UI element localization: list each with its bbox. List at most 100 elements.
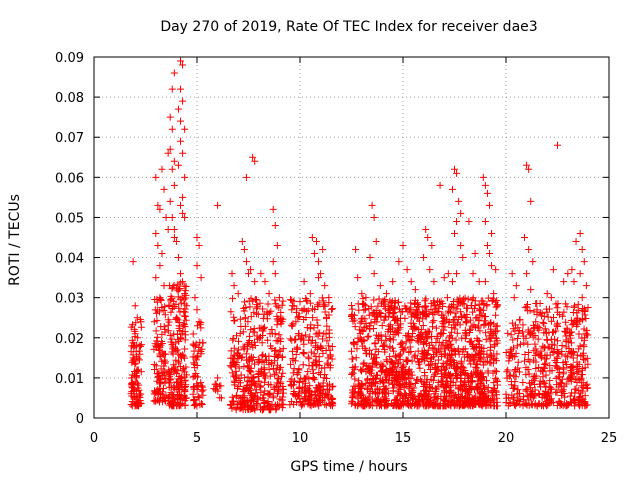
data-point xyxy=(560,278,568,286)
data-point xyxy=(384,313,392,321)
data-point xyxy=(453,372,461,380)
data-point xyxy=(181,345,189,353)
data-point xyxy=(228,404,236,412)
data-point xyxy=(388,358,396,366)
data-point xyxy=(279,401,287,409)
data-point xyxy=(259,305,267,313)
data-point xyxy=(530,356,538,364)
data-point xyxy=(550,347,558,355)
data-point xyxy=(509,325,517,333)
data-point xyxy=(552,362,560,370)
data-point xyxy=(509,336,517,344)
data-point xyxy=(400,384,408,392)
data-point xyxy=(380,393,388,401)
y-tick-label: 0.07 xyxy=(55,131,84,146)
data-point xyxy=(545,395,553,403)
data-point xyxy=(405,348,413,356)
data-point xyxy=(371,379,379,387)
data-point xyxy=(287,360,295,368)
data-point xyxy=(535,351,543,359)
data-point xyxy=(175,304,183,312)
data-point xyxy=(275,365,283,373)
data-point xyxy=(307,391,315,399)
data-point xyxy=(321,400,329,408)
data-point xyxy=(576,317,584,325)
data-point xyxy=(191,294,199,302)
data-point xyxy=(558,391,566,399)
data-point xyxy=(166,371,174,379)
data-point xyxy=(543,355,551,363)
data-point xyxy=(525,401,533,409)
data-point xyxy=(177,117,185,125)
data-point xyxy=(534,335,542,343)
data-point xyxy=(375,402,383,410)
data-point xyxy=(329,305,337,313)
data-point xyxy=(525,396,533,404)
data-point xyxy=(251,392,259,400)
data-point xyxy=(493,368,501,376)
data-point xyxy=(521,357,529,365)
data-point xyxy=(397,320,405,328)
data-point xyxy=(448,334,456,342)
data-point xyxy=(197,324,205,332)
data-point xyxy=(490,320,498,328)
data-point xyxy=(535,390,543,398)
data-point xyxy=(156,384,164,392)
data-point xyxy=(352,246,360,254)
data-point xyxy=(325,294,333,302)
data-point xyxy=(198,382,206,390)
data-point xyxy=(227,401,235,409)
data-point xyxy=(316,391,324,399)
y-tick-label: 0.02 xyxy=(55,332,84,347)
data-point xyxy=(448,278,456,286)
data-point xyxy=(448,185,456,193)
y-tick-label: 0.03 xyxy=(55,292,84,307)
data-point xyxy=(514,396,522,404)
data-point xyxy=(509,395,517,403)
data-point xyxy=(425,381,433,389)
data-point xyxy=(153,396,161,404)
data-point xyxy=(483,242,491,250)
data-point xyxy=(241,314,249,322)
data-point xyxy=(174,254,182,262)
data-point xyxy=(259,394,267,402)
x-tick-label: 10 xyxy=(292,431,309,446)
data-point xyxy=(451,165,458,173)
data-point xyxy=(290,302,298,310)
data-point xyxy=(443,294,451,302)
data-point xyxy=(306,333,314,341)
data-point xyxy=(395,402,403,410)
data-point xyxy=(314,343,322,351)
data-point xyxy=(453,169,461,177)
data-point xyxy=(491,374,499,382)
data-point xyxy=(403,266,411,274)
data-point xyxy=(168,304,176,312)
data-point xyxy=(276,348,284,356)
data-point xyxy=(177,299,185,307)
data-point xyxy=(510,371,518,379)
data-point xyxy=(476,327,484,335)
data-point xyxy=(426,266,434,274)
data-point xyxy=(391,297,399,305)
data-point xyxy=(488,229,496,237)
data-point xyxy=(304,397,312,405)
data-point xyxy=(273,312,281,320)
data-point xyxy=(177,137,185,145)
data-point xyxy=(321,390,329,398)
data-point xyxy=(260,323,268,331)
data-point xyxy=(135,342,143,350)
data-point xyxy=(482,312,490,320)
data-point xyxy=(168,165,176,173)
data-point xyxy=(440,274,448,282)
data-point xyxy=(229,359,237,367)
data-point xyxy=(422,225,430,233)
data-point xyxy=(459,345,467,353)
data-point xyxy=(293,392,301,400)
data-point xyxy=(197,350,205,358)
data-point xyxy=(150,318,158,326)
data-point xyxy=(471,250,479,258)
data-point xyxy=(154,201,162,209)
data-point xyxy=(236,379,244,387)
data-point xyxy=(468,296,476,304)
data-point xyxy=(554,141,561,149)
